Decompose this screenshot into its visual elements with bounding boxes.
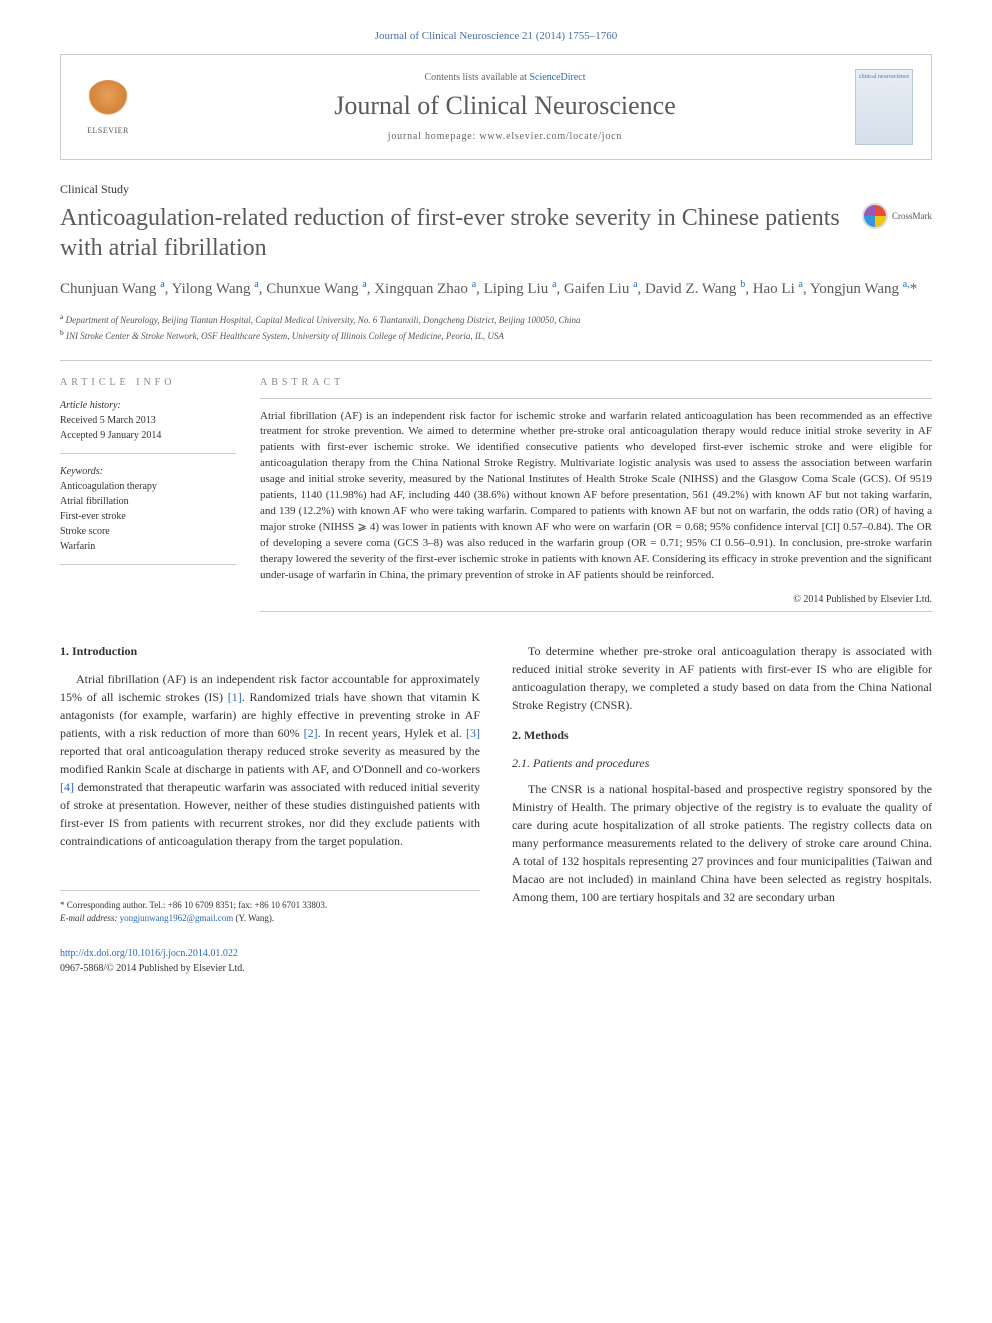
- body-right-column: To determine whether pre-stroke oral ant…: [512, 642, 932, 976]
- email-suffix: (Y. Wang).: [233, 913, 274, 923]
- affiliation-b: b INI Stroke Center & Stroke Network, OS…: [60, 327, 932, 344]
- crossmark-icon: [862, 203, 888, 229]
- sciencedirect-link[interactable]: ScienceDirect: [529, 72, 585, 83]
- article-info-column: ARTICLE INFO Article history: Received 5…: [60, 377, 260, 612]
- crossmark-badge[interactable]: CrossMark: [862, 203, 932, 229]
- email-label: E-mail address:: [60, 913, 120, 923]
- abstract-column: ABSTRACT Atrial fibrillation (AF) is an …: [260, 377, 932, 612]
- keyword-item: Atrial fibrillation: [60, 494, 236, 509]
- footer-bar: http://dx.doi.org/10.1016/j.jocn.2014.01…: [60, 946, 480, 976]
- doi-link[interactable]: http://dx.doi.org/10.1016/j.jocn.2014.01…: [60, 946, 480, 961]
- authors-list: Chunjuan Wang a, Yilong Wang a, Chunxue …: [60, 277, 932, 301]
- keyword-item: Warfarin: [60, 539, 236, 554]
- corresponding-author-footnote: * Corresponding author. Tel.: +86 10 670…: [60, 890, 480, 926]
- article-history-label: Article history:: [60, 398, 236, 413]
- elsevier-logo[interactable]: ELSEVIER: [79, 75, 137, 139]
- homepage-url[interactable]: www.elsevier.com/locate/jocn: [479, 131, 622, 142]
- keywords-list: Anticoagulation therapy Atrial fibrillat…: [60, 479, 236, 554]
- section-1-heading: 1. Introduction: [60, 642, 480, 660]
- abstract-label: ABSTRACT: [260, 377, 932, 388]
- elsevier-label: ELSEVIER: [87, 126, 129, 135]
- corresponding-email-link[interactable]: yongjunwang1962@gmail.com: [120, 913, 234, 923]
- intro-paragraph-1: Atrial fibrillation (AF) is an independe…: [60, 670, 480, 850]
- citation-header: Journal of Clinical Neuroscience 21 (201…: [60, 30, 932, 42]
- journal-header-box: ELSEVIER Contents lists available at Sci…: [60, 54, 932, 160]
- accepted-date: Accepted 9 January 2014: [60, 428, 236, 443]
- section-2-heading: 2. Methods: [512, 726, 932, 744]
- article-title: Anticoagulation-related reduction of fir…: [60, 203, 862, 263]
- corresponding-line: * Corresponding author. Tel.: +86 10 670…: [60, 899, 480, 913]
- contents-prefix: Contents lists available at: [424, 72, 529, 83]
- affiliation-a: a Department of Neurology, Beijing Tiant…: [60, 311, 932, 328]
- issn-copyright: 0967-5868/© 2014 Published by Elsevier L…: [60, 961, 480, 976]
- article-info-label: ARTICLE INFO: [60, 377, 236, 388]
- affiliations-block: a Department of Neurology, Beijing Tiant…: [60, 311, 932, 344]
- received-date: Received 5 March 2013: [60, 413, 236, 428]
- intro-paragraph-2: To determine whether pre-stroke oral ant…: [512, 642, 932, 714]
- body-left-column: 1. Introduction Atrial fibrillation (AF)…: [60, 642, 480, 976]
- elsevier-tree-icon: [86, 80, 130, 124]
- body-two-column: 1. Introduction Atrial fibrillation (AF)…: [60, 642, 932, 976]
- keyword-item: Stroke score: [60, 524, 236, 539]
- methods-paragraph-1: The CNSR is a national hospital-based an…: [512, 780, 932, 906]
- crossmark-label: CrossMark: [892, 211, 932, 221]
- abstract-copyright: © 2014 Published by Elsevier Ltd.: [260, 594, 932, 605]
- journal-title: Journal of Clinical Neuroscience: [155, 91, 855, 121]
- journal-homepage-line: journal homepage: www.elsevier.com/locat…: [155, 131, 855, 142]
- section-2-1-heading: 2.1. Patients and procedures: [512, 754, 932, 772]
- keywords-label: Keywords:: [60, 466, 236, 477]
- article-type-label: Clinical Study: [60, 182, 932, 197]
- keyword-item: Anticoagulation therapy: [60, 479, 236, 494]
- abstract-text: Atrial fibrillation (AF) is an independe…: [260, 409, 932, 584]
- contents-available-line: Contents lists available at ScienceDirec…: [155, 72, 855, 83]
- journal-cover-thumbnail[interactable]: clinical neuroscience: [855, 69, 913, 145]
- keyword-item: First-ever stroke: [60, 509, 236, 524]
- homepage-prefix: journal homepage:: [388, 131, 480, 142]
